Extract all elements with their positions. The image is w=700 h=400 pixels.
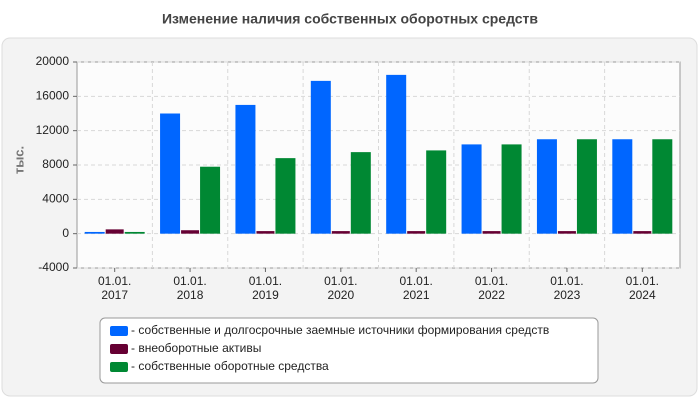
legend (99, 317, 599, 384)
legend-label: - собственные оборотные средства (131, 359, 329, 373)
x-tick-label-line: 2023 (554, 288, 581, 302)
y-axis-label: тыс. (11, 146, 26, 174)
legend-swatch (110, 362, 128, 372)
legend-label: - внеоборотные активы (131, 341, 261, 355)
y-tick-label: 16000 (36, 89, 70, 103)
bar (461, 144, 482, 234)
bar (84, 231, 105, 234)
x-tick-label-line: 2022 (478, 288, 505, 302)
bar (256, 231, 275, 234)
bar (501, 144, 522, 234)
x-tick-label-line: 01.01. (98, 274, 131, 288)
bar (652, 139, 673, 234)
x-tick-label-line: 01.01. (626, 274, 659, 288)
x-tick-label: 01.01. 2024 (626, 274, 659, 302)
bar (124, 231, 145, 234)
legend-swatch (110, 326, 128, 336)
bar (426, 150, 447, 234)
y-tick-label: 20000 (36, 54, 70, 68)
x-tick-label-line: 01.01. (550, 274, 583, 288)
bar (633, 231, 652, 234)
bar (407, 231, 426, 234)
bar (160, 113, 181, 234)
legend-swatch (110, 344, 128, 354)
bar (482, 231, 501, 234)
bar (105, 229, 124, 234)
x-tick-label-line: 2018 (177, 288, 204, 302)
x-tick-label-line: 01.01. (324, 274, 357, 288)
bar (331, 231, 350, 234)
bar (181, 230, 200, 234)
x-tick-label: 01.01. 2021 (400, 274, 433, 302)
bar (612, 139, 633, 234)
x-tick-label: 01.01. 2022 (475, 274, 508, 302)
x-tick-label-line: 2017 (101, 288, 128, 302)
bar (386, 74, 407, 234)
y-tick-label: 4000 (42, 192, 69, 206)
x-tick-label-line: 2020 (327, 288, 354, 302)
x-tick-label-line: 01.01. (475, 274, 508, 288)
bar (557, 231, 576, 234)
x-tick-label-line: 01.01. (249, 274, 282, 288)
legend-label: - собственные и долгосрочные заемные ист… (131, 323, 549, 337)
y-tick-label: 0 (62, 226, 69, 240)
bar (576, 139, 597, 234)
x-tick-label-line: 2024 (629, 288, 656, 302)
x-tick-label-line: 2019 (252, 288, 279, 302)
x-tick-label: 01.01. 2019 (249, 274, 282, 302)
bar (275, 158, 296, 234)
bar (350, 152, 371, 234)
x-tick-label-line: 01.01. (173, 274, 206, 288)
x-tick-label-line: 01.01. (400, 274, 433, 288)
y-tick-label: -4000 (38, 260, 69, 274)
y-tick-label: 8000 (42, 157, 69, 171)
bar (310, 80, 331, 234)
x-tick-label-line: 2021 (403, 288, 430, 302)
x-tick-label: 01.01. 2020 (324, 274, 357, 302)
x-tick-label: 01.01. 2018 (173, 274, 206, 302)
bar (235, 104, 256, 234)
chart-title: Изменение наличия собственных оборотных … (162, 11, 538, 27)
x-tick-label: 01.01. 2017 (98, 274, 131, 302)
bar (200, 166, 221, 234)
x-tick-label: 01.01. 2023 (550, 274, 583, 302)
y-tick-label: 12000 (36, 123, 70, 137)
bar (536, 139, 557, 234)
